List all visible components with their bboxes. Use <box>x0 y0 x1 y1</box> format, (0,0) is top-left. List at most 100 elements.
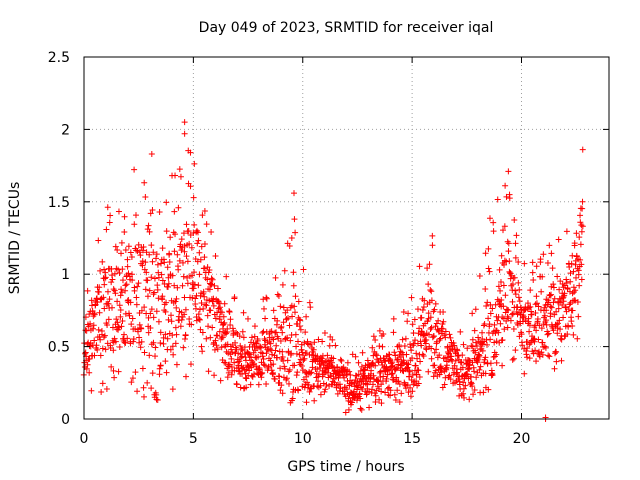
data-point <box>136 249 143 256</box>
data-point <box>212 315 219 322</box>
data-point <box>257 343 264 350</box>
data-point <box>443 362 450 369</box>
data-point <box>569 307 576 314</box>
data-point <box>456 392 463 399</box>
data-point <box>306 388 313 395</box>
data-point <box>277 365 284 372</box>
data-point <box>532 310 539 317</box>
data-point <box>263 295 270 302</box>
data-point <box>159 293 166 300</box>
data-point <box>88 387 95 394</box>
data-point <box>268 367 275 374</box>
data-point <box>504 324 511 331</box>
data-point <box>427 314 434 321</box>
data-point <box>475 351 482 358</box>
data-point <box>278 382 285 389</box>
data-point <box>425 310 432 317</box>
data-point <box>155 269 162 276</box>
data-point <box>247 381 254 388</box>
data-point <box>511 274 518 281</box>
data-point <box>208 281 215 288</box>
data-point <box>460 379 467 386</box>
data-point <box>459 364 466 371</box>
data-point <box>190 229 197 236</box>
data-point <box>135 328 142 335</box>
data-point <box>119 266 126 273</box>
data-point <box>533 293 540 300</box>
data-point <box>477 363 484 370</box>
data-point <box>482 250 489 257</box>
data-point <box>273 329 280 336</box>
data-point <box>498 252 505 259</box>
data-point <box>470 391 477 398</box>
data-point <box>219 309 226 316</box>
data-point <box>405 310 412 317</box>
data-point <box>251 343 258 350</box>
data-point <box>356 390 363 397</box>
data-point <box>192 295 199 302</box>
data-point <box>147 324 154 331</box>
data-point <box>165 284 172 291</box>
data-point <box>347 371 354 378</box>
data-point <box>497 287 504 294</box>
data-point <box>559 301 566 308</box>
data-point <box>298 346 305 353</box>
data-point <box>220 321 227 328</box>
data-point <box>484 341 491 348</box>
data-points <box>80 119 586 422</box>
data-point <box>303 313 310 320</box>
data-point <box>134 388 141 395</box>
data-point <box>132 325 139 332</box>
data-point <box>123 281 130 288</box>
data-point <box>321 359 328 366</box>
data-point <box>358 406 365 413</box>
data-point <box>556 286 563 293</box>
data-point <box>144 379 151 386</box>
data-point <box>532 347 539 354</box>
data-point <box>332 342 339 349</box>
data-point <box>130 338 137 345</box>
data-point <box>378 381 385 388</box>
data-point <box>418 314 425 321</box>
data-point <box>103 386 110 393</box>
data-point <box>392 352 399 359</box>
data-point <box>432 300 439 307</box>
data-point <box>569 290 576 297</box>
data-point <box>106 219 113 226</box>
data-point <box>169 343 176 350</box>
data-point <box>428 288 435 295</box>
data-point <box>195 311 202 318</box>
data-point <box>136 334 143 341</box>
data-point <box>105 316 112 323</box>
data-point <box>118 239 125 246</box>
data-point <box>260 361 267 368</box>
data-point <box>112 290 119 297</box>
data-point <box>140 247 147 254</box>
data-point <box>553 358 560 365</box>
data-point <box>337 356 344 363</box>
data-point <box>259 329 266 336</box>
y-tick-label: 2 <box>61 122 70 138</box>
data-point <box>118 250 125 257</box>
data-point <box>125 243 132 250</box>
data-point <box>138 325 145 332</box>
data-point <box>284 307 291 314</box>
data-point <box>472 349 479 356</box>
data-point <box>431 306 438 313</box>
data-point <box>114 298 121 305</box>
data-point <box>530 335 537 342</box>
data-point <box>405 361 412 368</box>
data-point <box>198 343 205 350</box>
data-point <box>293 350 300 357</box>
plot-frame <box>83 56 610 420</box>
data-point <box>493 351 500 358</box>
data-point <box>558 357 565 364</box>
data-point <box>474 356 481 363</box>
data-point <box>173 304 180 311</box>
data-point <box>129 375 136 382</box>
data-point <box>155 318 162 325</box>
data-point <box>279 329 286 336</box>
data-point <box>540 251 547 258</box>
data-point <box>156 365 163 372</box>
data-point <box>138 338 145 345</box>
